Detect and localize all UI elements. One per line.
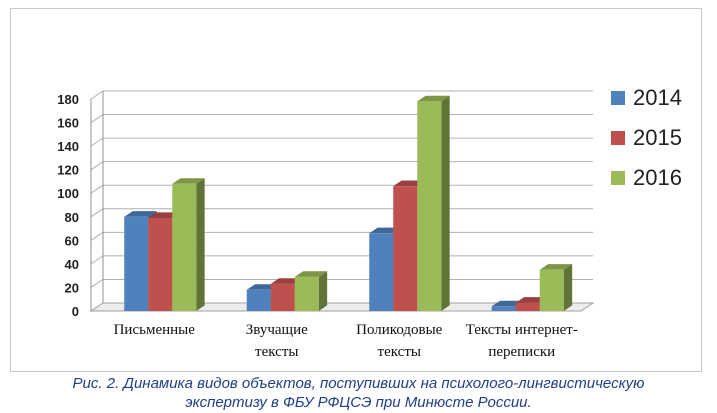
gridline-depth [90, 161, 104, 171]
bar-top [172, 178, 205, 184]
bar-front [270, 283, 295, 311]
bar-front [417, 101, 442, 311]
bar-front [246, 289, 271, 311]
gridline-depth [90, 255, 104, 265]
gridline-depth [90, 137, 104, 147]
gridline-depth [90, 208, 104, 218]
legend-label: 2016 [633, 165, 682, 190]
bar-front [124, 216, 149, 311]
y-tick-label: 160 [57, 116, 79, 131]
bar-chart: 0 20 40 60 80 100 120 140 160 180 Письменные Звучащ… [57, 85, 682, 360]
bar [539, 264, 573, 311]
bar-front [369, 233, 394, 311]
bar-front [294, 276, 319, 311]
bar-front [393, 186, 418, 311]
bar-side [196, 178, 205, 311]
y-tick-label: 40 [65, 257, 79, 272]
x-category-label: Поликодовые [356, 322, 443, 338]
bar-top [417, 95, 450, 102]
y-tick-label: 140 [57, 139, 79, 154]
bar-side [318, 271, 328, 311]
bar-front [172, 183, 197, 311]
y-tick-label: 180 [57, 92, 79, 107]
gridline-depth [90, 279, 104, 288]
gridline-depth [90, 90, 104, 100]
caption-line-2: экспертизу в ФБУ РФЦСЭ при Минюсте Росси… [185, 394, 532, 411]
x-category-label: тексты [255, 344, 298, 360]
bar [417, 95, 450, 311]
x-category-label: тексты [378, 344, 421, 360]
y-tick-label: 20 [65, 280, 79, 295]
x-category-label: переписки [488, 344, 555, 360]
bar-front [148, 217, 173, 311]
legend-label: 2014 [633, 85, 682, 110]
y-tick-label: 100 [57, 186, 79, 201]
gridline-depth [90, 114, 104, 123]
figure-caption: Рис. 2. Динамика видов объектов, поступи… [0, 374, 717, 412]
x-category-label: Тексты интернет- [466, 322, 578, 338]
y-tick-label: 0 [72, 304, 79, 319]
gridline-depth [90, 231, 104, 241]
bar-top [124, 211, 157, 217]
bar-front [515, 302, 540, 311]
gridline-depth [90, 184, 104, 194]
bar-front [491, 306, 516, 311]
chart-frame: 0 20 40 60 80 100 120 140 160 180 Письменные Звучащ… [10, 8, 702, 372]
bar-top [294, 271, 328, 277]
caption-line-1: Рис. 2. Динамика видов объектов, поступи… [72, 375, 645, 392]
y-tick-label: 80 [65, 210, 79, 225]
legend-swatch [611, 91, 625, 105]
y-tick-label: 120 [57, 163, 79, 178]
x-category-label: Письменные [114, 322, 196, 338]
y-tick-label: 60 [65, 233, 79, 248]
legend-label: 2015 [633, 125, 682, 150]
x-category-label: Звучащие [246, 322, 308, 338]
bar-side [441, 95, 450, 311]
legend-swatch [611, 171, 625, 185]
legend-swatch [611, 131, 625, 145]
bar [294, 271, 328, 311]
bar-side [563, 264, 573, 311]
bar-front [539, 269, 564, 311]
bar [172, 178, 205, 311]
bar-top [539, 264, 573, 270]
